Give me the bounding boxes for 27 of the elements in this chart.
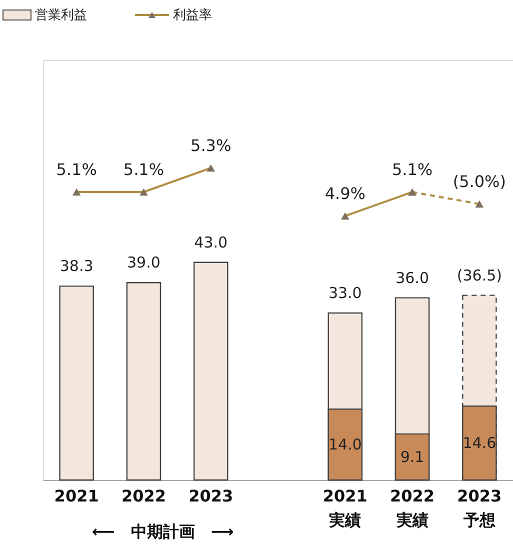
data-label: 9.1 <box>400 448 424 466</box>
x-tick-label: 2022 実績 <box>390 486 435 530</box>
data-label: 33.0 <box>328 284 362 302</box>
data-label: 4.9% <box>324 184 366 203</box>
data-label: 14.0 <box>328 436 362 454</box>
bar <box>59 286 94 481</box>
bar <box>193 262 228 481</box>
data-label: 5.3% <box>190 136 232 155</box>
text: ⟵ 中期計画 ⟶ <box>92 522 234 541</box>
data-label: 43.0 <box>194 233 228 252</box>
legend-label: 営業利益 <box>35 8 87 23</box>
bar <box>126 282 162 481</box>
x-tick-label: 2023 <box>188 486 234 506</box>
x-tick-label: 2021 <box>54 486 99 506</box>
data-label: 36.0 <box>396 268 429 287</box>
x-tick-label: 2022 <box>121 486 166 506</box>
data-label: 39.0 <box>127 254 160 272</box>
data-label: 14.6 <box>462 434 496 452</box>
legend-label: 利益率 <box>173 7 212 23</box>
data-label: 5.1% <box>123 160 164 179</box>
data-label: (36.5) <box>456 266 502 284</box>
data-label: 5.1% <box>56 160 97 179</box>
x-tick-label: 2021 実績 <box>322 486 368 530</box>
data-label: 38.3 <box>60 257 94 276</box>
data-label: (5.0%) <box>452 172 506 191</box>
data-label: 5.1% <box>392 160 433 179</box>
x-tick-label: 2023 予想 <box>457 486 502 530</box>
